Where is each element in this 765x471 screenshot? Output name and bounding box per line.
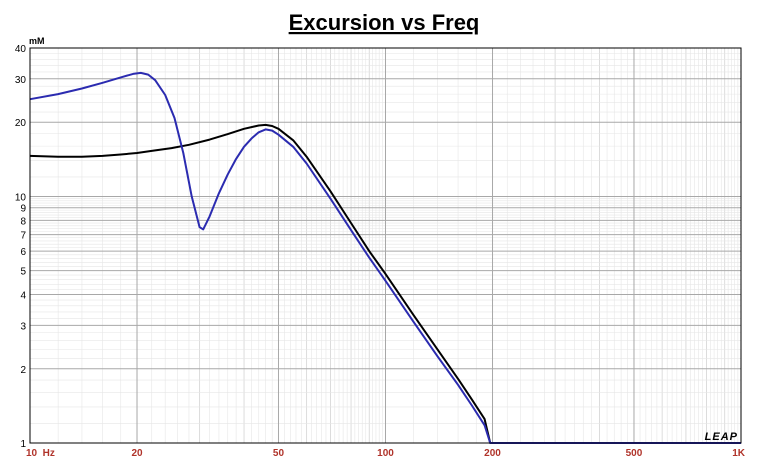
series-line-2 — [29, 71, 741, 444]
chart-title: Excursion vs Freq — [289, 10, 480, 35]
series-layer — [29, 71, 741, 444]
y-tick-label: 5 — [20, 267, 26, 278]
y-tick-label: 4 — [20, 291, 26, 302]
leap-logo: LEAP — [705, 431, 738, 443]
x-tick-label: 200 — [484, 448, 501, 459]
y-tick-label: 9 — [20, 204, 26, 215]
plot-frame — [29, 47, 742, 444]
y-tick-label: 8 — [20, 216, 26, 227]
y-tick-label: 20 — [15, 118, 27, 129]
y-tick-label: 3 — [20, 321, 26, 332]
y-tick-label: 30 — [15, 75, 27, 86]
x-tick-label: 100 — [377, 448, 394, 459]
y-tick-label: 40 — [15, 44, 27, 55]
x-tick-label: 500 — [626, 448, 643, 459]
y-unit-label: mM — [29, 36, 45, 46]
x-tick-labels: 10 Hz 20 50 100 200 500 1K — [26, 448, 746, 459]
x-tick-label: 50 — [273, 448, 285, 459]
y-tick-label: 6 — [20, 247, 26, 258]
x-tick-label: 10 Hz — [26, 448, 55, 459]
series-line-1 — [29, 123, 741, 444]
y-tick-label: 10 — [15, 192, 27, 203]
x-tick-label: 20 — [131, 448, 143, 459]
y-tick-label: 7 — [20, 231, 26, 242]
x-tick-label: 1K — [732, 448, 746, 459]
grid-major — [29, 47, 742, 444]
y-tick-label: 1 — [20, 439, 26, 450]
y-tick-label: 2 — [20, 365, 26, 376]
